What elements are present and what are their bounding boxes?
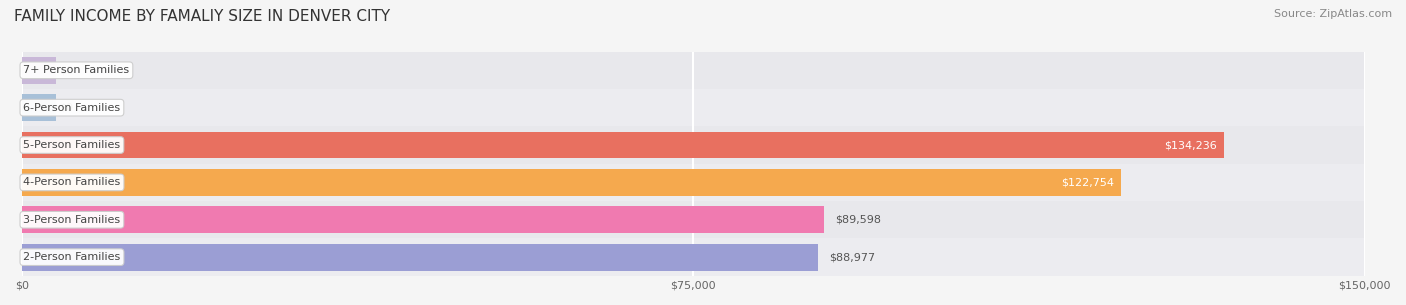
- Bar: [22, 126, 1365, 164]
- Bar: [22, 169, 1121, 196]
- Bar: [22, 131, 1223, 159]
- Text: 4-Person Families: 4-Person Families: [24, 178, 121, 187]
- Bar: [22, 239, 1365, 276]
- Text: $122,754: $122,754: [1062, 178, 1114, 187]
- Text: 5-Person Families: 5-Person Families: [24, 140, 121, 150]
- Text: $0: $0: [59, 65, 73, 75]
- Text: $0: $0: [59, 103, 73, 113]
- Text: 3-Person Families: 3-Person Families: [24, 215, 121, 225]
- Text: $88,977: $88,977: [830, 252, 876, 262]
- Bar: [22, 244, 818, 271]
- Bar: [22, 94, 56, 121]
- Bar: [22, 52, 1365, 89]
- Text: $134,236: $134,236: [1164, 140, 1218, 150]
- Bar: [22, 201, 1365, 239]
- Bar: [22, 89, 1365, 126]
- Bar: [22, 206, 824, 233]
- Text: FAMILY INCOME BY FAMALIY SIZE IN DENVER CITY: FAMILY INCOME BY FAMALIY SIZE IN DENVER …: [14, 9, 391, 24]
- Text: $89,598: $89,598: [835, 215, 880, 225]
- Text: Source: ZipAtlas.com: Source: ZipAtlas.com: [1274, 9, 1392, 19]
- Bar: [22, 164, 1365, 201]
- Text: 6-Person Families: 6-Person Families: [24, 103, 121, 113]
- Text: 7+ Person Families: 7+ Person Families: [24, 65, 129, 75]
- Text: 2-Person Families: 2-Person Families: [24, 252, 121, 262]
- Bar: [22, 57, 56, 84]
